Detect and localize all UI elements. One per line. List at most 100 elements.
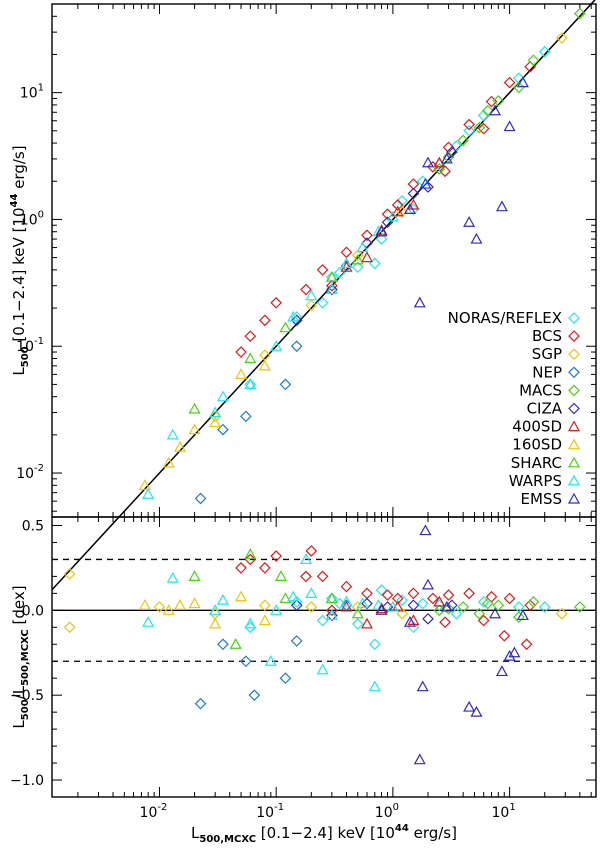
data-point (477, 122, 490, 135)
residual-point (340, 580, 353, 593)
data-point (503, 120, 516, 132)
residual-point (508, 646, 521, 658)
data-point (391, 205, 404, 217)
legend-marker (568, 402, 580, 415)
data-point (162, 456, 175, 468)
data-point (439, 165, 451, 178)
residual-point (188, 597, 201, 609)
residual-point (217, 638, 229, 651)
residual-point (229, 638, 242, 649)
data-point (326, 279, 338, 292)
data-point (63, 568, 76, 580)
residual-point (290, 635, 303, 647)
data-point (488, 104, 502, 116)
residual-point (326, 604, 338, 617)
residual-point (372, 599, 385, 610)
data-point (217, 423, 229, 436)
legend-marker (568, 366, 580, 379)
residual-point (524, 599, 536, 612)
data-point (538, 45, 551, 58)
data-point (516, 76, 529, 88)
residual-point (305, 587, 318, 598)
data-point (166, 428, 179, 440)
residual-point (426, 592, 439, 605)
residual-point (368, 638, 381, 651)
data-point (407, 198, 420, 210)
data-point (194, 492, 207, 505)
residual-point (325, 609, 338, 621)
residual-point (270, 604, 283, 615)
data-point (244, 378, 257, 391)
residual-point (516, 609, 529, 621)
residual-point (503, 649, 516, 661)
residual-point (413, 753, 426, 765)
data-point (492, 95, 505, 107)
data-point (403, 203, 416, 214)
residual-point (351, 607, 364, 619)
residual-point (492, 599, 505, 612)
residual-point (316, 663, 329, 675)
data-point (413, 296, 426, 308)
legend-marker (567, 438, 581, 450)
data-point (375, 225, 388, 237)
data-point (351, 261, 364, 274)
data-point (495, 200, 508, 212)
data-point (503, 76, 516, 89)
residual-point (194, 697, 207, 710)
data-point (386, 210, 399, 222)
legend-label: WARPS (509, 472, 562, 490)
data-point (356, 241, 369, 253)
data-point (244, 378, 257, 389)
data-point (340, 260, 353, 272)
residual-point (421, 578, 435, 590)
data-point (457, 134, 469, 147)
legend-label: NEP (532, 363, 562, 381)
residual-point (396, 607, 408, 620)
data-point (270, 339, 283, 351)
residual-point (235, 562, 247, 574)
data-point (240, 410, 252, 423)
top-panel: 10-2 10-1 100 101 L500 [0.1−2.4] keV [1044 e… (9, 0, 597, 591)
residual-point (555, 607, 568, 620)
residual-point (574, 601, 586, 613)
x-tick-label: 10-2 (140, 802, 168, 821)
residual-point (375, 584, 388, 596)
data-point (259, 314, 271, 327)
bottom-panel: 10-2 10-1 100 101 0.5 0.0 −0.5 −1.0 L500/L500,MC… (10, 516, 597, 845)
legend-marker (567, 420, 581, 432)
y-tick-label: 101 (20, 83, 44, 102)
residual-point (361, 597, 373, 610)
data-point (463, 118, 475, 131)
residual-point (498, 629, 511, 642)
residual-point (340, 595, 353, 607)
legend-label: 160SD (512, 436, 562, 454)
one-to-one-line (51, 0, 596, 591)
data-point (290, 340, 303, 353)
x-tick-label: 101 (491, 802, 515, 821)
x-tick-label: 10-1 (256, 802, 284, 821)
data-point (270, 296, 283, 309)
bottom-plot-frame (51, 516, 597, 798)
legend-label: NORAS/REFLEX (448, 309, 562, 327)
data-point (258, 359, 271, 371)
data-point (555, 32, 568, 44)
residual-point (142, 615, 155, 627)
data-point (396, 205, 408, 218)
residual-point (485, 590, 498, 603)
data-point (316, 296, 329, 309)
top-y-axis-label: L500 [0.1−2.4] keV [1044 erg/s] (9, 145, 31, 375)
data-point (375, 233, 388, 245)
data-point (340, 257, 353, 269)
y-tick-label: 10-1 (16, 336, 44, 355)
data-point (391, 199, 404, 211)
data-point (421, 156, 435, 168)
residual-point (477, 596, 490, 608)
legend-label: BCS (532, 327, 562, 345)
residual-point (407, 587, 420, 600)
residual-point (240, 655, 252, 668)
residual-point (63, 621, 76, 634)
residual-point (463, 587, 475, 600)
data-point (574, 7, 586, 20)
x-axis-label: L500,MCXC [0.1−2.4] keV [1044 erg/s] (191, 823, 457, 845)
